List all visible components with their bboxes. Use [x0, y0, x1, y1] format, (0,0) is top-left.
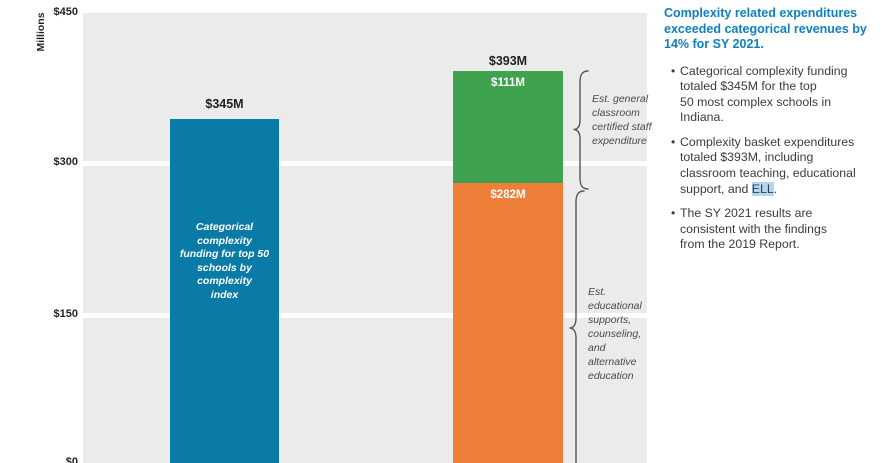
- bullet-text-1: Categorical complexity funding totaled $…: [680, 63, 848, 125]
- note-general-classroom: Est. general classroom certified staff e…: [592, 93, 652, 147]
- y-tick-450: $450: [53, 6, 78, 18]
- bullet-item-3: • The SY 2021 results are consistent wit…: [664, 206, 880, 253]
- panel-heading: Complexity related expenditures exceeded…: [664, 6, 867, 51]
- brace-educational-supports: [569, 190, 585, 463]
- segment-label-orange: $282M: [490, 189, 526, 201]
- segment-label-green: $111M: [491, 77, 525, 89]
- bar-total-label-basket: $393M: [488, 54, 528, 68]
- bullet-list: • Categorical complexity funding totaled…: [664, 64, 880, 254]
- note-educational-supports: Est. educational supports, counseling, a…: [588, 286, 642, 382]
- gridline-300: [83, 161, 647, 166]
- bar-annotation-categorical: Categorical complexity funding for top 5…: [179, 221, 270, 301]
- bullet-marker: •: [671, 206, 676, 221]
- bullet-item-2: • Complexity basket expenditures totaled…: [664, 135, 880, 197]
- bullet-marker: •: [671, 134, 676, 149]
- brace-general-classroom: [573, 70, 589, 190]
- y-tick-300: $300: [53, 156, 78, 168]
- commentary-panel: Complexity related expenditures exceeded…: [664, 6, 880, 262]
- bar-total-label-categorical: $345M: [205, 97, 244, 111]
- segment-general-classroom: [453, 71, 563, 183]
- bullet-text-2: Complexity basket expenditures totaled $…: [680, 135, 880, 197]
- bullet-item-1: • Categorical complexity funding totaled…: [664, 64, 880, 126]
- bar-categorical-funding: [170, 119, 279, 463]
- bullet-marker: •: [671, 63, 676, 78]
- plot-area: $345M Categorical complexity funding for…: [83, 13, 647, 463]
- bullet-text-3: The SY 2021 results are consistent with …: [680, 206, 827, 252]
- y-tick-0: $0: [65, 456, 78, 463]
- bullet-2-post: .: [773, 181, 778, 196]
- segment-educational-supports: [453, 183, 563, 463]
- y-tick-150: $150: [53, 308, 78, 320]
- gridline-150: [83, 313, 647, 318]
- highlighted-text-ell: ELL: [751, 181, 774, 196]
- bullet-2-pre: Complexity basket expenditures totaled $…: [680, 134, 856, 196]
